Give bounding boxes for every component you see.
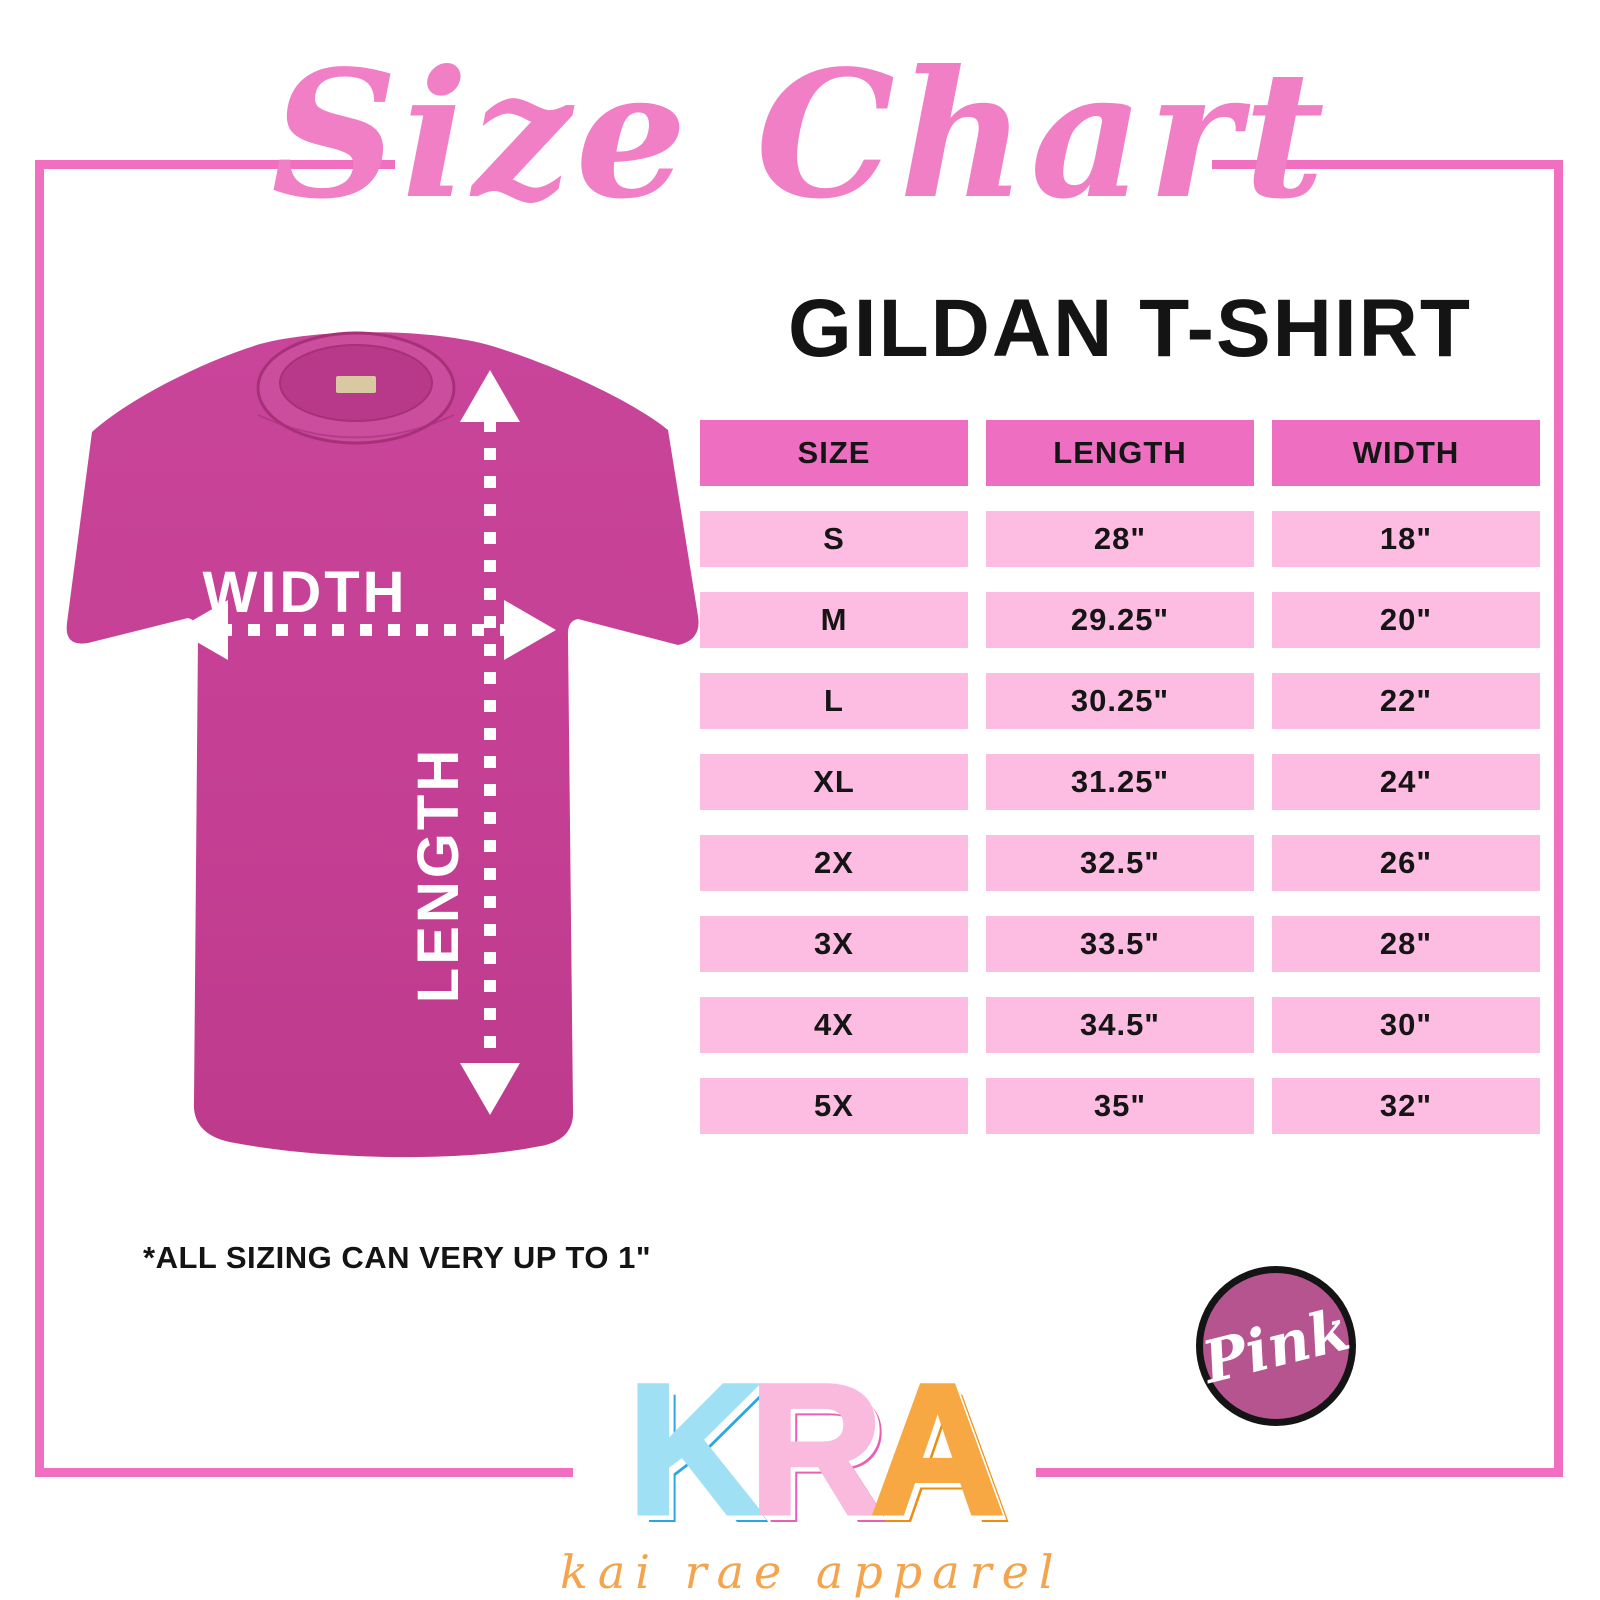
table-row: 3X 33.5" 28"	[700, 916, 1540, 972]
header-cell-width: WIDTH	[1272, 420, 1540, 486]
size-cell: M	[700, 592, 968, 648]
width-label: WIDTH	[202, 560, 407, 625]
header-cell-size: SIZE	[700, 420, 968, 486]
width-cell: 28"	[1272, 916, 1540, 972]
size-cell: XL	[700, 754, 968, 810]
frame-border-bottom-right	[1036, 1468, 1563, 1477]
table-header-row: SIZE LENGTH WIDTH	[700, 420, 1540, 486]
tshirt-body	[66, 332, 699, 1158]
length-arrowhead-down	[460, 1063, 520, 1115]
table-row: 2X 32.5" 26"	[700, 835, 1540, 891]
length-cell: 32.5"	[986, 835, 1254, 891]
logo-letter-a: A	[868, 1347, 1007, 1553]
collar-seam	[257, 414, 455, 439]
frame-border-right	[1554, 160, 1563, 1477]
size-cell: S	[700, 511, 968, 567]
length-label: LENGTH	[406, 747, 471, 1003]
width-cell: 18"	[1272, 511, 1540, 567]
width-arrowhead-right	[504, 600, 556, 660]
collar-tag	[336, 376, 376, 393]
length-arrowhead-up	[460, 370, 520, 422]
table-row: 4X 34.5" 30"	[700, 997, 1540, 1053]
length-cell: 28"	[986, 511, 1254, 567]
table-row: XL 31.25" 24"	[700, 754, 1540, 810]
length-cell: 29.25"	[986, 592, 1254, 648]
brand-tagline: kai rae apparel	[560, 1545, 1064, 1599]
frame-border-top-left	[35, 160, 395, 169]
size-cell: 5X	[700, 1078, 968, 1134]
color-swatch-label: Pink	[1195, 1295, 1357, 1397]
logo-letter-r: R	[747, 1347, 886, 1553]
header-cell-length: LENGTH	[986, 420, 1254, 486]
size-cell: 3X	[700, 916, 968, 972]
length-cell: 30.25"	[986, 673, 1254, 729]
logo-letter-k: K	[625, 1347, 764, 1553]
table-row: L 30.25" 22"	[700, 673, 1540, 729]
width-cell: 22"	[1272, 673, 1540, 729]
brand-logo-letters: KRA	[560, 1355, 1060, 1545]
width-cell: 30"	[1272, 997, 1540, 1053]
table-row: M 29.25" 20"	[700, 592, 1540, 648]
width-cell: 32"	[1272, 1078, 1540, 1134]
page-title: Size Chart	[271, 33, 1329, 238]
length-cell: 35"	[986, 1078, 1254, 1134]
size-cell: 2X	[700, 835, 968, 891]
width-cell: 26"	[1272, 835, 1540, 891]
frame-border-bottom-left	[35, 1468, 573, 1477]
size-cell: 4X	[700, 997, 968, 1053]
brand-logo: KRA kai rae apparel	[560, 1355, 1064, 1599]
product-name: GILDAN T-SHIRT	[788, 283, 1472, 374]
width-cell: 24"	[1272, 754, 1540, 810]
length-cell: 33.5"	[986, 916, 1254, 972]
frame-border-top-right	[1212, 160, 1563, 169]
table-row: 5X 35" 32"	[700, 1078, 1540, 1134]
color-swatch-badge: Pink	[1196, 1266, 1356, 1426]
table-row: S 28" 18"	[700, 511, 1540, 567]
width-cell: 20"	[1272, 592, 1540, 648]
frame-border-left	[35, 160, 44, 1477]
length-cell: 34.5"	[986, 997, 1254, 1053]
tshirt-diagram: WIDTH LENGTH	[30, 320, 720, 1175]
sizing-disclaimer: *ALL SIZING CAN VERY UP TO 1"	[143, 1240, 652, 1275]
size-table: SIZE LENGTH WIDTH S 28" 18" M 29.25" 20"…	[700, 420, 1540, 1134]
width-arrowhead-left	[176, 600, 228, 660]
length-cell: 31.25"	[986, 754, 1254, 810]
size-cell: L	[700, 673, 968, 729]
